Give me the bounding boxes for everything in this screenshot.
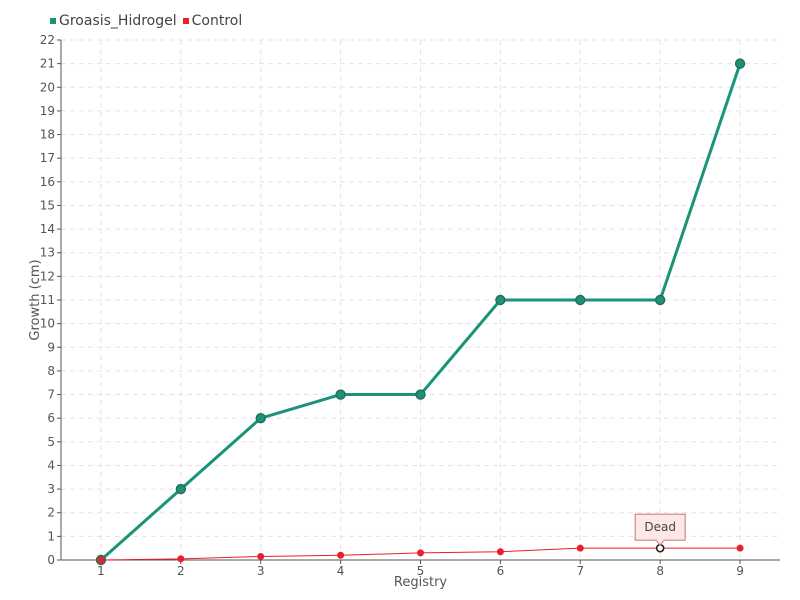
x-tick-label: 1 [97, 564, 105, 578]
y-tick-label: 8 [47, 364, 55, 378]
data-point-groasis-hidrogel [495, 294, 506, 306]
x-tick-label: 4 [337, 564, 345, 578]
y-axis-title: Growth (cm) [28, 259, 43, 340]
x-tick-label: 2 [177, 564, 185, 578]
x-tick-label: 8 [656, 564, 664, 578]
x-tick-label: 7 [576, 564, 584, 578]
y-tick-label: 1 [47, 529, 55, 543]
y-tick-label: 9 [47, 340, 55, 354]
data-point-groasis-hidrogel [335, 389, 346, 400]
y-tick-label: 21 [40, 57, 55, 71]
x-tick-label: 6 [497, 564, 505, 578]
y-tick-label: 15 [40, 198, 55, 212]
y-tick-label: 7 [47, 388, 55, 402]
data-point-control [257, 552, 265, 560]
data-point-groasis-hidrogel [575, 294, 586, 306]
y-tick-label: 18 [40, 128, 55, 142]
y-tick-label: 19 [40, 104, 55, 118]
legend-swatch-control [182, 18, 189, 24]
y-tick-label: 4 [47, 458, 55, 472]
y-tick-label: 2 [47, 506, 55, 520]
x-tick-label: 5 [417, 564, 425, 578]
y-tick-label: 6 [47, 411, 55, 425]
tooltip-box [634, 513, 686, 541]
data-point-control [337, 551, 345, 559]
x-tick-label: 9 [736, 564, 744, 578]
data-point-control [97, 556, 105, 564]
data-point-groasis-hidrogel [415, 389, 426, 400]
legend-item-groasis-hidrogel[interactable]: Groasis_Hidrogel [50, 13, 177, 29]
legend-item-control[interactable]: Control [182, 13, 243, 29]
data-point-control [496, 548, 504, 556]
x-tick-label: 3 [257, 564, 265, 578]
y-tick-label: 3 [47, 482, 55, 496]
y-tick-label: 22 [40, 33, 55, 47]
y-tick-label: 11 [40, 293, 55, 307]
data-point-control [576, 544, 584, 552]
data-point-groasis-hidrogel [654, 294, 666, 306]
y-tick-label: 13 [40, 246, 55, 260]
data-point-groasis-hidrogel [734, 58, 746, 69]
y-tick-label: 10 [40, 317, 55, 331]
y-tick-label: 20 [40, 80, 55, 94]
chart-legend: Groasis_Hidrogel Control [50, 13, 248, 29]
data-point-control [736, 544, 744, 552]
data-point-control [177, 555, 185, 563]
y-tick-label: 12 [40, 269, 55, 283]
y-tick-label: 17 [40, 151, 55, 165]
data-point-groasis-hidrogel [255, 412, 266, 424]
data-point-control [417, 549, 424, 557]
y-tick-label: 14 [40, 222, 55, 236]
legend-swatch-groasis-hidrogel [50, 18, 56, 24]
legend-label-control: Control [191, 13, 243, 29]
legend-label-groasis-hidrogel: Groasis_Hidrogel [59, 13, 177, 29]
y-tick-label: 0 [47, 553, 55, 567]
tooltip-text: Dead [644, 520, 676, 534]
data-point-groasis-hidrogel [175, 483, 187, 495]
x-axis-title: Registry [394, 575, 448, 590]
y-tick-label: 5 [47, 435, 55, 449]
y-tick-label: 16 [40, 175, 55, 189]
annotation-tooltip: Dead [634, 513, 686, 546]
